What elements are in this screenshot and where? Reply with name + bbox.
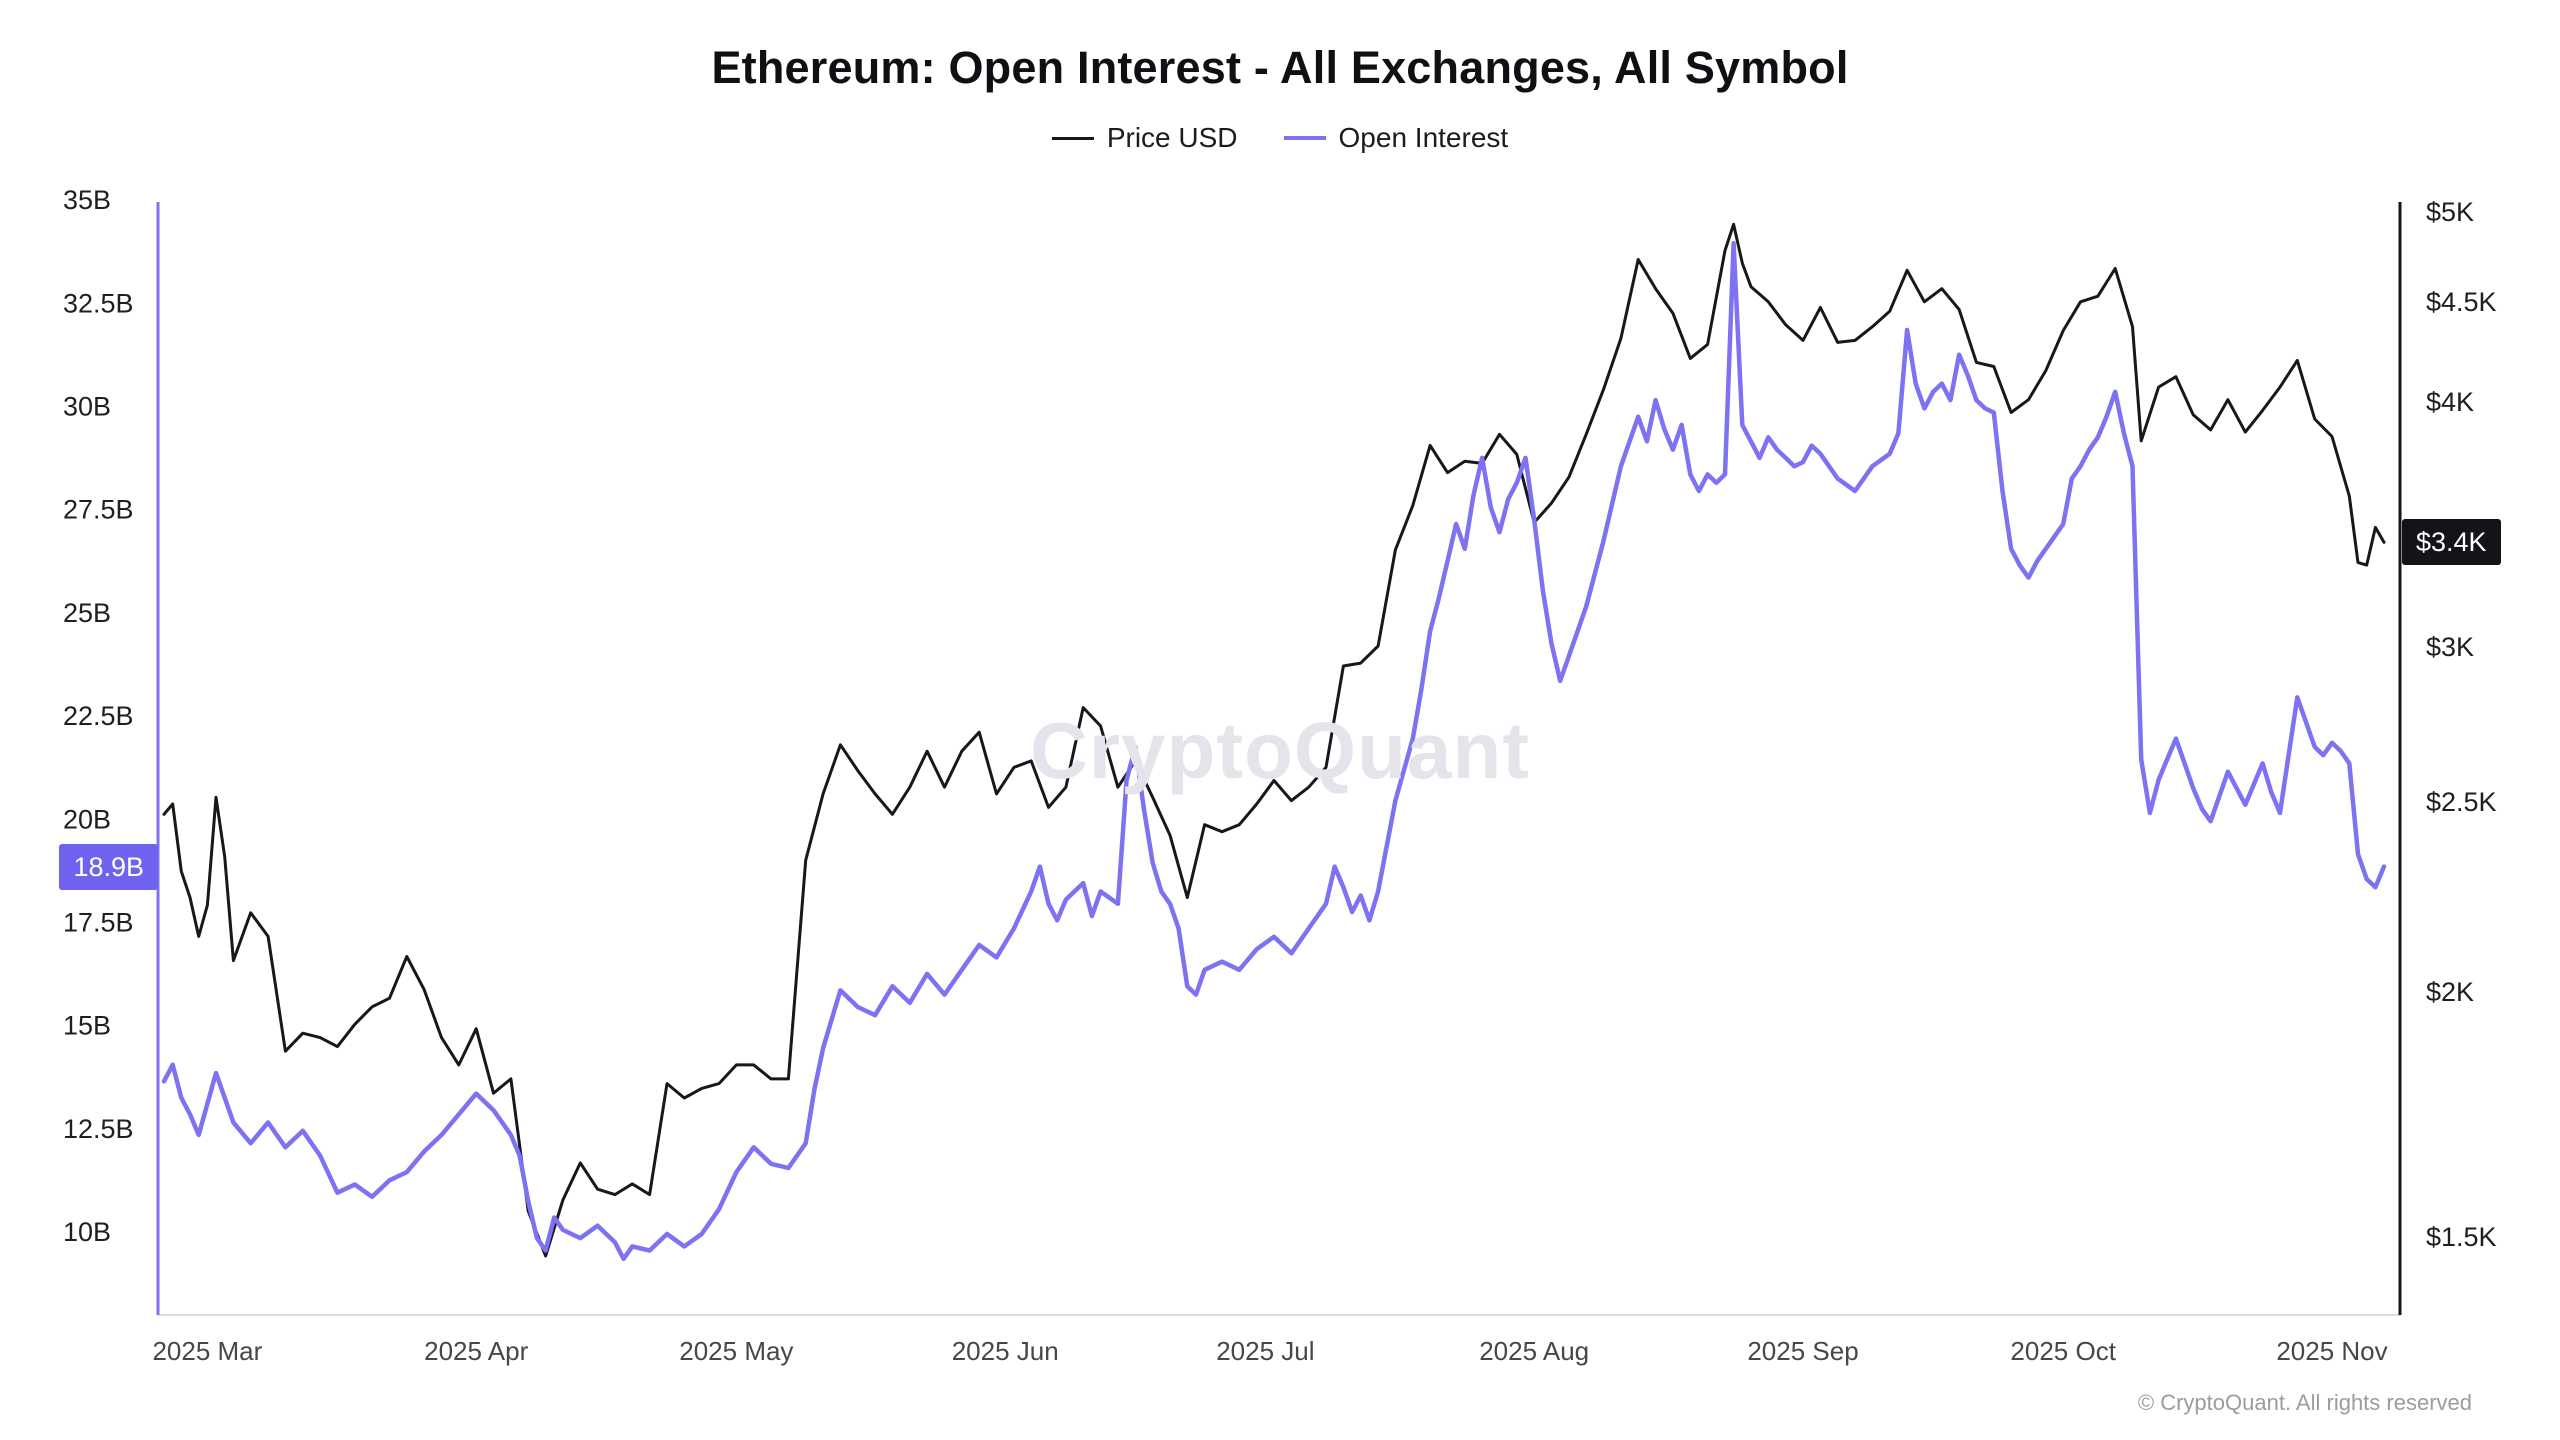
x-axis-tick: 2025 Aug [1479, 1336, 1589, 1366]
price-line-swatch-icon [1051, 136, 1094, 140]
x-axis-tick: 2025 May [679, 1336, 793, 1366]
right-axis-tick: $3K [2426, 632, 2474, 662]
x-axis-tick: 2025 Nov [2276, 1336, 2387, 1366]
copyright: © CryptoQuant. All rights reserved [2137, 1390, 2472, 1415]
legend-label-price-usd: Price USD [1106, 122, 1238, 153]
chart-title: Ethereum: Open Interest - All Exchanges,… [711, 42, 1849, 93]
left-axis-tick: 22.5B [63, 701, 134, 731]
left-axis-tick: 20B [63, 804, 111, 834]
left-axis-tick: 27.5B [63, 495, 134, 525]
left-axis-tick: 17.5B [63, 908, 134, 938]
right-axis-tick: $1.5K [2426, 1222, 2497, 1252]
left-axis-tick: 10B [63, 1217, 111, 1247]
legend-item-price-usd[interactable]: Price USD [1051, 122, 1238, 154]
right-axis-tick: $5K [2426, 197, 2474, 227]
left-axis-tick: 35B [63, 185, 111, 215]
x-axis-tick: 2025 Apr [424, 1336, 528, 1366]
price-usd-line [162, 222, 2386, 1258]
right-axis-tick: $2K [2426, 977, 2474, 1007]
oi-current-badge: 18.9B [59, 843, 158, 890]
x-axis-tick: 2025 Sep [1747, 1336, 1858, 1366]
legend-label-open-interest: Open Interest [1338, 122, 1509, 153]
right-axis-tick: $4K [2426, 387, 2474, 417]
x-axis-tick: 2025 Oct [2010, 1336, 2116, 1366]
x-axis-tick: 2025 Jun [952, 1336, 1059, 1366]
left-axis-tick: 30B [63, 392, 111, 422]
left-axis-tick: 15B [63, 1011, 111, 1041]
right-axis-tick: $2.5K [2426, 787, 2497, 817]
x-axis-tick: 2025 Mar [152, 1336, 262, 1366]
open-interest-line-swatch-icon [1283, 136, 1326, 140]
x-axis-tick: 2025 Jul [1216, 1336, 1314, 1366]
legend-item-open-interest[interactable]: Open Interest [1283, 122, 1509, 154]
open-interest-line [161, 241, 2387, 1262]
left-axis-tick: 25B [63, 598, 111, 628]
right-axis-tick: $4.5K [2426, 287, 2497, 317]
price-current-badge: $3.4K [2402, 519, 2501, 566]
left-axis-tick: 32.5B [63, 288, 134, 318]
left-axis-tick: 12.5B [63, 1114, 134, 1144]
legend: Price USD Open Interest [0, 122, 2560, 154]
